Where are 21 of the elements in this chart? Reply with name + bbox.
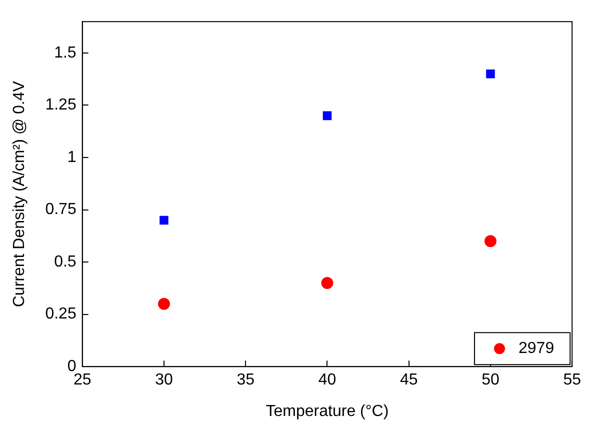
- y-tick-label: 0.5: [54, 253, 76, 270]
- x-axis-title: Temperature (°C): [266, 402, 389, 420]
- y-tick-label: 0.75: [45, 201, 76, 218]
- y-axis-title: Current Density (A/cm²) @ 0.4V: [11, 80, 28, 308]
- x-tick-label: 45: [400, 372, 418, 389]
- x-tick-label: 30: [155, 372, 173, 389]
- x-tick-label: 40: [318, 372, 336, 389]
- y-tick-label: 1.5: [54, 44, 76, 62]
- x-tick-label: 55: [563, 372, 582, 389]
- legend-label: 2979: [518, 340, 554, 358]
- y-tick-label: 1.25: [45, 96, 76, 114]
- y-tick-label: 1: [67, 148, 76, 166]
- point: [158, 298, 170, 310]
- y-tick-label: 0.25: [45, 306, 76, 323]
- x-tick-label: 35: [236, 372, 255, 389]
- point: [484, 235, 496, 248]
- point: [486, 69, 495, 78]
- point: [322, 111, 332, 120]
- point: [160, 216, 168, 225]
- point: [321, 276, 334, 289]
- x-tick-label: 50: [482, 372, 500, 389]
